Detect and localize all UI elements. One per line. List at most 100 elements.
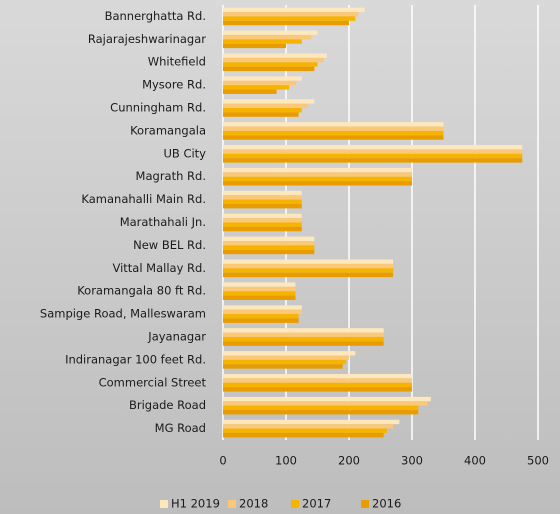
bar: [223, 195, 302, 200]
bar: [223, 332, 384, 337]
y-tick-label: Sampige Road, Malleswaram: [40, 307, 206, 321]
legend-label: H1 2019: [171, 497, 220, 511]
y-tick-label: Rajarajeshwarinagar: [88, 32, 206, 46]
bar: [223, 396, 431, 402]
bar: [223, 16, 356, 21]
bar: [223, 85, 290, 90]
bar: [223, 34, 312, 40]
bar: [223, 190, 302, 196]
bar: [223, 122, 444, 127]
bar: [223, 245, 315, 250]
bar: [223, 43, 286, 49]
bar: [223, 167, 412, 173]
bar: [223, 428, 387, 433]
bar: [223, 318, 299, 323]
y-tick-label: Marathahali Jn.: [120, 215, 206, 229]
y-tick-label: UB City: [163, 146, 206, 160]
bar: [223, 218, 302, 223]
y-tick-label: Bannerghatta Rd.: [105, 9, 206, 23]
x-tick-label: 0: [219, 454, 226, 468]
plot: 0 100 200 300 400 500 Bannerghatta Rd. Rajaraje…: [40, 5, 549, 511]
bar: [223, 373, 412, 379]
x-tick-label: 100: [275, 454, 297, 468]
bar: [223, 99, 315, 104]
y-tick-label: Koramangala: [130, 123, 206, 137]
y-tick-label: Mysore Rd.: [142, 78, 206, 92]
x-tick-label: 200: [338, 454, 360, 468]
y-tick-label: Magrath Rd.: [136, 169, 206, 183]
bar: [223, 145, 523, 150]
y-tick-label: Indiranagar 100 feet Rd.: [65, 352, 206, 366]
bar: [223, 204, 302, 209]
bar: [223, 135, 444, 140]
bar: [223, 7, 365, 13]
bar: [223, 172, 412, 177]
y-tick-label: MG Road: [155, 421, 206, 435]
bar: [223, 30, 318, 35]
bar: [223, 213, 302, 219]
legend-swatch: [228, 500, 236, 508]
bar: [223, 57, 324, 63]
bar: [223, 305, 302, 310]
bar: [223, 126, 444, 131]
bar: [223, 328, 384, 333]
bar: [223, 341, 384, 346]
bar: [223, 149, 523, 154]
bar: [223, 153, 523, 159]
bar: [223, 199, 302, 205]
bar: [223, 272, 394, 278]
bar: [223, 364, 343, 369]
legend-label: 2018: [239, 497, 268, 511]
bar: [223, 351, 356, 356]
bar: [223, 432, 384, 438]
bar: [223, 108, 302, 113]
bar: [223, 240, 315, 246]
x-tick-label: 300: [401, 454, 423, 468]
legend-label: 2016: [372, 497, 401, 511]
bar: [223, 236, 315, 241]
y-tick-label: Commercial Street: [99, 375, 207, 389]
bar: [223, 424, 394, 429]
bar: [223, 286, 296, 292]
bar: [223, 53, 327, 58]
legend-label: 2017: [302, 497, 331, 511]
bar: [223, 382, 412, 388]
bar: [223, 387, 412, 392]
legend-swatch: [160, 500, 168, 508]
bar: [223, 282, 296, 287]
bar: [223, 89, 277, 94]
x-tick-label: 500: [527, 454, 549, 468]
bar: [223, 410, 419, 415]
bar: [223, 66, 315, 72]
bar: [223, 309, 302, 315]
bar: [223, 259, 394, 264]
bar: [223, 405, 419, 411]
y-tick-label: New BEL Rd.: [133, 238, 206, 252]
bar: [223, 112, 299, 117]
bar: [223, 130, 444, 136]
bar: [223, 355, 349, 360]
y-tick-label: Koramangala 80 ft Rd.: [77, 284, 206, 298]
bar: [223, 263, 394, 269]
bar: [223, 103, 309, 109]
bar: [223, 295, 296, 300]
y-tick-label: Brigade Road: [129, 398, 206, 412]
bar: [223, 419, 400, 425]
bar: [223, 378, 412, 383]
bar: [223, 158, 523, 163]
bar: [223, 401, 428, 406]
bar: [223, 181, 412, 186]
y-tick-label: Whitefield: [148, 55, 206, 69]
bar: [223, 39, 302, 44]
bar: [223, 291, 296, 296]
bar: [223, 176, 412, 182]
bar: [223, 12, 359, 17]
bar: [223, 314, 299, 319]
legend-swatch: [361, 500, 369, 508]
bar: [223, 226, 302, 232]
bar: [223, 222, 302, 227]
bar: [223, 249, 315, 255]
bar: [223, 359, 346, 365]
y-tick-label: Kamanahalli Main Rd.: [81, 192, 206, 206]
